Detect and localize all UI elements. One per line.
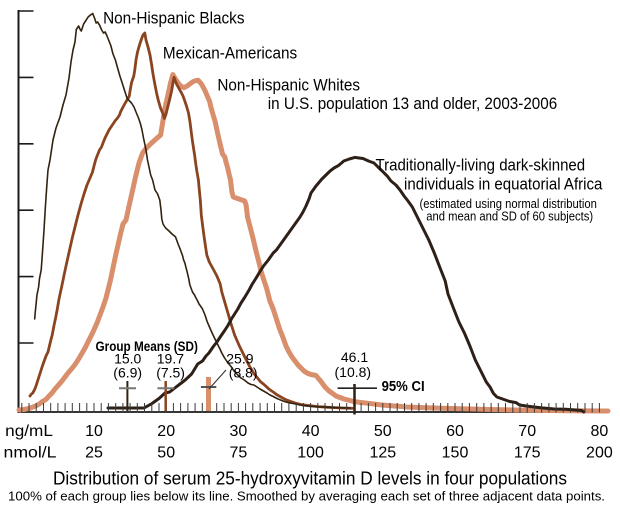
svg-text:15.0: 15.0 bbox=[114, 351, 141, 367]
svg-text:46.1: 46.1 bbox=[341, 349, 368, 365]
svg-text:Traditionally-living dark-skin: Traditionally-living dark-skinned bbox=[376, 156, 586, 175]
svg-text:100% of each group lies below: 100% of each group lies below its line. … bbox=[8, 489, 605, 504]
svg-text:(estimated using normal distri: (estimated using normal distribution bbox=[420, 197, 597, 211]
svg-text:175: 175 bbox=[514, 445, 541, 462]
svg-text:200: 200 bbox=[586, 445, 613, 462]
svg-text:60: 60 bbox=[446, 423, 464, 440]
svg-text:75: 75 bbox=[230, 445, 248, 462]
svg-text:(8.8): (8.8) bbox=[229, 365, 258, 381]
svg-text:100: 100 bbox=[297, 445, 324, 462]
svg-text:50: 50 bbox=[157, 445, 175, 462]
svg-text:70: 70 bbox=[518, 423, 536, 440]
svg-text:(10.8): (10.8) bbox=[335, 364, 372, 380]
svg-text:Non-Hispanic Blacks: Non-Hispanic Blacks bbox=[103, 8, 244, 27]
svg-text:125: 125 bbox=[369, 445, 396, 462]
svg-text:(6.9): (6.9) bbox=[113, 365, 142, 381]
svg-text:50: 50 bbox=[374, 423, 392, 440]
svg-text:25: 25 bbox=[85, 445, 103, 462]
svg-text:individuals in equatorial Afri: individuals in equatorial Africa bbox=[404, 175, 603, 194]
svg-text:nmol/L: nmol/L bbox=[4, 445, 57, 462]
svg-text:80: 80 bbox=[591, 423, 609, 440]
svg-text:Distribution of serum 25-hydro: Distribution of serum 25-hydroxyvitamin … bbox=[53, 468, 567, 488]
svg-text:150: 150 bbox=[442, 445, 469, 462]
svg-text:40: 40 bbox=[302, 423, 320, 440]
svg-text:Mexican-Americans: Mexican-Americans bbox=[163, 44, 297, 63]
svg-text:25.9: 25.9 bbox=[226, 351, 253, 367]
svg-text:(7.5): (7.5) bbox=[156, 365, 185, 381]
svg-text:ng/mL: ng/mL bbox=[5, 423, 53, 440]
svg-text:Group Means (SD): Group Means (SD) bbox=[96, 339, 198, 354]
svg-text:10: 10 bbox=[85, 423, 103, 440]
svg-text:in U.S. population 13 and olde: in U.S. population 13 and older, 2003-20… bbox=[268, 94, 557, 113]
svg-text:95% CI: 95% CI bbox=[382, 379, 425, 395]
svg-text:19.7: 19.7 bbox=[157, 351, 184, 367]
svg-text:Non-Hispanic Whites: Non-Hispanic Whites bbox=[217, 76, 360, 95]
svg-text:20: 20 bbox=[157, 423, 175, 440]
svg-text:and mean and SD of 60 subjects: and mean and SD of 60 subjects) bbox=[426, 210, 593, 224]
svg-text:30: 30 bbox=[230, 423, 248, 440]
